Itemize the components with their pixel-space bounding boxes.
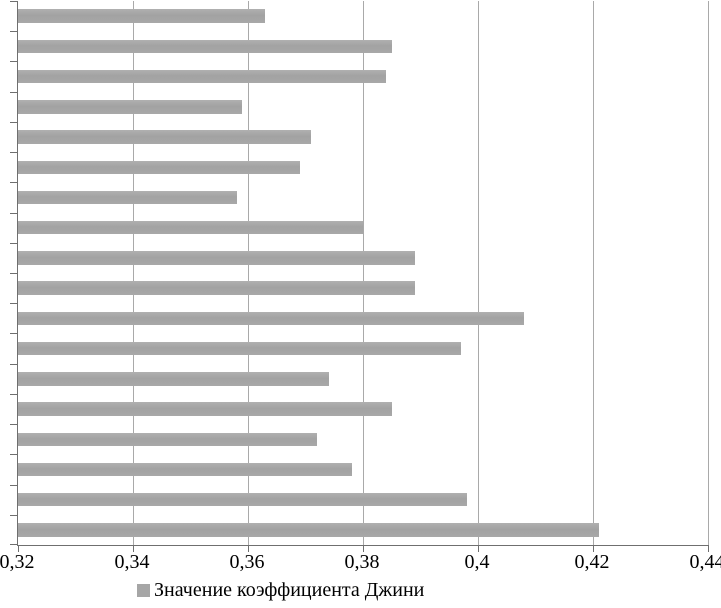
- x-axis-tick: [478, 545, 479, 552]
- y-axis-tick: [10, 333, 17, 335]
- y-axis-tick: [10, 242, 17, 244]
- bar: [18, 100, 243, 114]
- y-axis-tick: [10, 393, 17, 395]
- bar: [18, 9, 266, 23]
- bar: [18, 402, 392, 416]
- legend-swatch-icon: [137, 583, 150, 597]
- x-axis-tick-label: 0,34: [114, 551, 150, 573]
- y-axis-tick: [10, 363, 17, 365]
- bar: [18, 311, 524, 326]
- y-axis-tick: [10, 303, 17, 305]
- y-axis-tick: [10, 91, 17, 93]
- y-axis-tick: [10, 152, 17, 154]
- plot-area: [10, 1, 709, 552]
- y-axis-tick: [10, 424, 17, 426]
- x-axis-tick-label: 0,38: [344, 551, 380, 573]
- gridline: [593, 1, 594, 545]
- bar: [18, 523, 599, 537]
- gridline: [478, 1, 479, 545]
- y-axis-tick: [10, 514, 17, 516]
- gridline: [708, 1, 709, 545]
- x-axis-tick-label: 0,32: [0, 551, 35, 573]
- gridline: [133, 1, 134, 545]
- x-axis-tick-label: 0,4: [464, 551, 490, 573]
- y-axis-tick: [10, 273, 17, 274]
- y-axis-tick: [10, 454, 17, 456]
- x-axis-tick-label: 0,44: [689, 551, 721, 573]
- bar: [18, 251, 415, 265]
- legend-label: Значение коэффициента Джини: [154, 579, 425, 601]
- y-axis-tick: [10, 61, 17, 63]
- y-axis-tick: [10, 484, 17, 486]
- bar: [18, 462, 352, 477]
- y-axis-tick: [10, 544, 17, 545]
- bar: [18, 39, 392, 54]
- x-axis-tick: [18, 545, 19, 552]
- y-axis-tick: [10, 1, 17, 2]
- bar: [18, 432, 317, 446]
- y-axis-tick: [10, 121, 17, 123]
- x-axis-tick-label: 0,42: [574, 551, 610, 573]
- y-axis-tick: [10, 182, 17, 184]
- bar: [18, 130, 312, 144]
- bar: [18, 372, 329, 386]
- gridline: [363, 1, 364, 545]
- bar: [18, 341, 461, 356]
- y-axis-tick: [10, 212, 17, 214]
- gridline: [248, 1, 249, 545]
- legend: Значение коэффициента Джини: [137, 579, 424, 601]
- bar: [18, 160, 300, 174]
- x-axis-tick: [133, 545, 134, 552]
- bar: [18, 190, 237, 205]
- x-axis-tick: [363, 545, 364, 552]
- y-axis-tick: [10, 31, 17, 33]
- bar: [18, 220, 363, 235]
- x-axis-tick: [593, 545, 594, 552]
- bar: [18, 69, 386, 84]
- bar: [18, 281, 415, 295]
- bar: [18, 492, 467, 507]
- x-axis-tick: [708, 545, 709, 552]
- x-axis-tick-label: 0,36: [229, 551, 265, 573]
- x-axis-tick: [248, 545, 249, 552]
